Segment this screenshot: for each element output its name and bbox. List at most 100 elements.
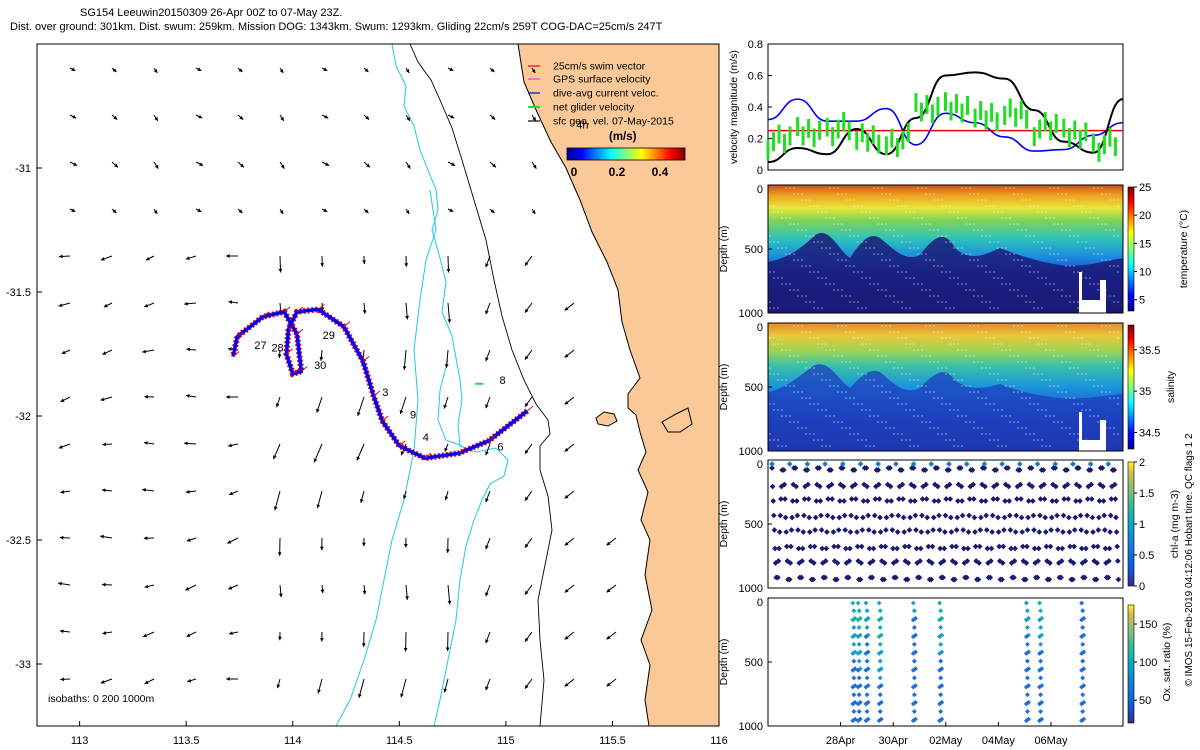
sample-dot [1081, 277, 1083, 279]
sample-dot [945, 439, 947, 441]
sample-dot [805, 265, 807, 267]
sample-dot [893, 235, 895, 237]
sample-dot [849, 367, 851, 369]
sample-dot [1105, 229, 1107, 231]
sample-dot [1101, 421, 1103, 423]
sample-dot [901, 235, 903, 237]
sample-dot [989, 205, 991, 207]
chl-sample [1037, 496, 1044, 502]
sample-dot [849, 427, 851, 429]
sample-dot [937, 229, 939, 231]
chl-sample [1101, 512, 1108, 519]
geo-vector-head [564, 541, 569, 546]
sample-dot [977, 325, 979, 327]
sample-dot [989, 337, 991, 339]
sample-dot [1089, 379, 1091, 381]
chl-sample [839, 465, 846, 471]
chl-sample [1012, 529, 1019, 535]
sample-dot [789, 187, 791, 189]
sample-dot [1097, 187, 1099, 189]
geo-vector-head [279, 69, 284, 74]
sample-dot [1029, 403, 1031, 405]
chl-sample [982, 498, 989, 504]
sample-dot [1077, 205, 1079, 207]
sample-dot [889, 199, 891, 201]
oxygen-sample [1038, 641, 1044, 647]
chl-sample [913, 545, 920, 552]
sample-dot [1005, 349, 1007, 351]
sample-dot [1029, 199, 1031, 201]
sample-dot [873, 247, 875, 249]
sample-dot [1025, 235, 1027, 237]
colorbar-tick-label: 150 [1139, 619, 1157, 631]
chl-sample [829, 496, 836, 502]
sample-dot [909, 409, 911, 411]
sample-dot [861, 403, 863, 405]
sample-dot [941, 265, 943, 267]
sample-dot [1069, 397, 1071, 399]
sample-dot [789, 415, 791, 417]
sample-dot [917, 385, 919, 387]
geo-vector-head [60, 490, 65, 494]
chl-sample [866, 545, 873, 552]
chl-sample [1106, 558, 1112, 564]
sample-dot [881, 421, 883, 423]
sample-dot [773, 277, 775, 279]
colorbar-tick-label: 2 [1139, 457, 1145, 469]
geo-vector-head [564, 635, 569, 640]
oxygen-sample [1037, 718, 1043, 724]
chl-sample [831, 543, 837, 550]
geo-vector-head [280, 164, 285, 169]
sample-dot [1029, 271, 1031, 273]
oxygen-sample [1079, 667, 1085, 673]
sample-dot [853, 235, 855, 237]
sample-dot [1001, 415, 1003, 417]
chl-sample [999, 576, 1005, 583]
sample-dot [993, 271, 995, 273]
sample-dot [861, 211, 863, 213]
chl-sample [929, 543, 936, 550]
sample-dot [1037, 409, 1039, 411]
sample-dot [845, 325, 847, 327]
sample-dot [937, 367, 939, 369]
sample-dot [977, 265, 979, 267]
sample-dot [797, 229, 799, 231]
sample-dot [897, 301, 899, 303]
sample-dot [869, 211, 871, 213]
sample-dot [945, 307, 947, 309]
chl-sample [976, 560, 982, 566]
sample-dot [977, 229, 979, 231]
sample-dot [781, 379, 783, 381]
geo-vector-head [443, 688, 448, 693]
velocity-ytick-label: 0.2 [748, 134, 763, 146]
sample-dot [773, 205, 775, 207]
sample-dot [997, 379, 999, 381]
chl-sample [1111, 467, 1118, 473]
oxygen-sample [876, 667, 882, 673]
sample-dot [841, 421, 843, 423]
sample-dot [993, 307, 995, 309]
sample-dot [833, 283, 835, 285]
sample-dot [813, 403, 815, 405]
sample-dot [1057, 391, 1059, 393]
chl-sample [946, 481, 953, 488]
geo-vector-head [485, 592, 489, 597]
geo-vector-head [485, 404, 489, 409]
sample-dot [1097, 415, 1099, 417]
geo-vector-head [153, 69, 158, 74]
sample-dot [905, 277, 907, 279]
chl-sample [818, 512, 824, 519]
sample-dot [965, 421, 967, 423]
sample-dot [905, 211, 907, 213]
sample-dot [1061, 391, 1063, 393]
sample-dot [841, 223, 843, 225]
sample-dot [857, 439, 859, 441]
geo-vector-head [316, 408, 320, 413]
sample-dot [961, 217, 963, 219]
sample-dot [1117, 397, 1119, 399]
geo-vector-head [361, 542, 366, 547]
chl-sample [984, 545, 991, 552]
sample-dot [945, 373, 947, 375]
salinity-ylabel: Depth (m) [718, 364, 730, 411]
sample-dot [997, 277, 999, 279]
